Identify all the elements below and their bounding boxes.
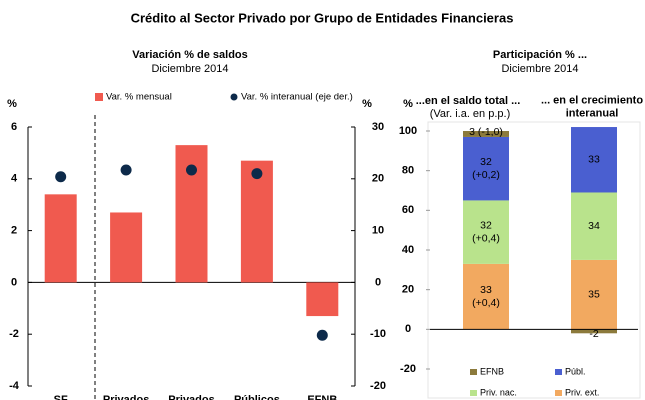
value-label: 35: [588, 288, 600, 300]
bar-segment: [571, 259, 617, 330]
point: [251, 168, 263, 180]
y-tick-label: -2: [9, 328, 19, 340]
y-tick-label: -4: [9, 380, 20, 392]
value-label: 32 (+0,2): [472, 156, 500, 181]
value-label: 33 (+0,4): [472, 284, 500, 309]
bar-segment: [571, 127, 617, 193]
value-label: 32 (+0,4): [472, 219, 500, 244]
y-tick-label: 0: [11, 276, 17, 288]
y-tick-label: 20: [402, 284, 414, 296]
x-tick-label: EFNB: [307, 394, 337, 400]
category-note: (Var. i.a. en p.p.): [430, 108, 511, 120]
bar-segment: [463, 200, 509, 264]
chart-subtitle: Diciembre 2014: [501, 63, 578, 75]
bar-segment: [571, 192, 617, 260]
value-label: 34: [588, 220, 600, 232]
y-tick-label: 4: [11, 173, 18, 185]
point: [120, 164, 132, 176]
bar: [44, 194, 77, 283]
legend-label: Públ.: [565, 366, 586, 376]
bar-segment: [463, 136, 509, 201]
y-tick-label: 6: [11, 121, 17, 133]
bar: [110, 212, 143, 283]
y-tick-label: 40: [402, 244, 414, 256]
x-tick-label: ...en el saldo total ...: [416, 95, 521, 107]
x-tick-label: Públicos: [234, 394, 280, 400]
chart-title: Participación % ...: [493, 49, 587, 61]
legend-swatch: [230, 93, 238, 101]
y2-tick-label: 10: [372, 225, 384, 237]
y2-tick-label: 20: [372, 173, 384, 185]
bar: [306, 282, 339, 317]
y-axis-label: %: [403, 98, 413, 110]
y2-tick-label: 0: [375, 276, 381, 288]
y2-tick-label: -20: [370, 380, 386, 392]
y2-tick-label: 30: [372, 121, 384, 133]
legend-swatch: [95, 93, 103, 101]
x-tick-label: Privados: [103, 394, 149, 400]
y-tick-label: -20: [400, 363, 416, 375]
page-title: Crédito al Sector Privado por Grupo de E…: [131, 10, 514, 25]
legend-label: Priv. nac.: [480, 387, 517, 397]
legend-label: Priv. ext.: [565, 387, 599, 397]
y-tick-label: 100: [399, 125, 417, 137]
y-axis-label: %: [7, 98, 17, 110]
legend-label: Var. % interanual (eje der.): [241, 92, 353, 103]
legend-swatch: [470, 390, 477, 396]
plot-frame: [427, 121, 641, 399]
point: [186, 164, 197, 176]
legend-swatch: [555, 369, 562, 375]
legend-swatch: [555, 390, 562, 396]
point: [55, 171, 67, 183]
chart-subtitle: Diciembre 2014: [151, 63, 228, 75]
y2-tick-label: -10: [370, 328, 386, 340]
legend-label: EFNB: [480, 366, 504, 376]
y-tick-label: 2: [11, 225, 17, 237]
bar-segment: [463, 263, 509, 330]
bar-segment: [571, 329, 617, 334]
y2-axis-label: %: [362, 98, 372, 110]
y-tick-label: 80: [402, 165, 414, 177]
bar: [240, 160, 273, 283]
x-tick-label: ... en el crecimiento interanual: [541, 94, 643, 119]
chart-title: Variación % de saldos: [132, 49, 248, 61]
point: [316, 329, 328, 341]
value-label: -2: [589, 328, 598, 340]
legend-label: Var. % mensual: [106, 92, 172, 103]
bar-segment: [463, 131, 509, 137]
value-label: 33: [588, 154, 600, 166]
legend-swatch: [470, 369, 477, 375]
x-tick-label: Privados: [168, 394, 214, 400]
y-tick-label: 0: [405, 323, 411, 335]
value-label: 3 (-1,0): [469, 126, 503, 138]
x-tick-label: SF: [54, 394, 68, 400]
y-tick-label: 60: [402, 204, 414, 216]
